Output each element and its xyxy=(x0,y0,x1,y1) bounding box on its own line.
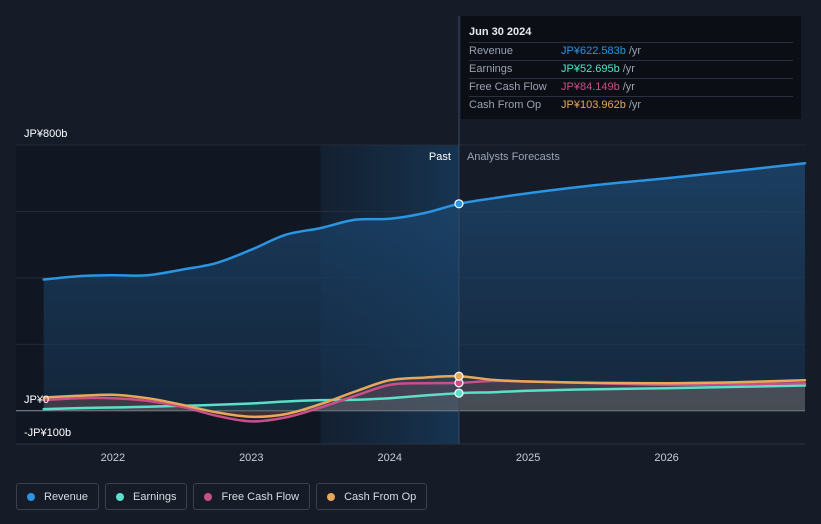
tooltip-row-value: JP¥84.149b xyxy=(561,81,620,93)
tooltip-row-label: Free Cash Flow xyxy=(469,81,547,93)
tooltip-row-value: JP¥52.695b xyxy=(561,63,620,75)
cash-from-op-marker xyxy=(454,371,464,381)
legend-item-revenue[interactable]: Revenue xyxy=(16,483,100,510)
tooltip-row-label: Cash From Op xyxy=(469,99,542,111)
legend-dot-icon xyxy=(204,492,213,501)
tooltip-row-unit: /yr xyxy=(628,99,642,111)
tooltip-row: Cash From Op JP¥103.962b/yr xyxy=(469,96,793,114)
legend-label: Revenue xyxy=(44,490,89,503)
earnings-marker xyxy=(454,388,464,398)
x-tick-label: 2026 xyxy=(654,452,678,464)
revenue-line xyxy=(42,162,807,281)
revenue-marker xyxy=(454,199,464,209)
tooltip-row-value: JP¥622.583b xyxy=(561,45,626,57)
legend-item-free-cash-flow[interactable]: Free Cash Flow xyxy=(193,483,311,510)
tooltip: Jun 30 2024 Revenue JP¥622.583b/yr Earning… xyxy=(461,16,801,119)
legend-label: Earnings xyxy=(133,490,177,503)
legend-label: Cash From Op xyxy=(344,490,417,503)
y-tick-label: JP¥800b xyxy=(24,128,67,140)
legend-item-earnings[interactable]: Earnings xyxy=(105,483,188,510)
tooltip-row-value: JP¥103.962b xyxy=(561,99,626,111)
x-tick-label: 2022 xyxy=(101,452,125,464)
tooltip-row-label: Revenue xyxy=(469,45,514,57)
tooltip-row: Earnings JP¥52.695b/yr xyxy=(469,60,793,78)
tooltip-row: Free Cash Flow JP¥84.149b/yr xyxy=(469,78,793,96)
legend-label: Free Cash Flow xyxy=(221,490,300,503)
y-tick-labels: JP¥800b JP¥0 -JP¥100b xyxy=(24,128,71,439)
free-cash-flow-area xyxy=(43,380,805,422)
x-tick-labels: 2022 2023 2024 2025 2026 xyxy=(101,452,679,464)
legend-dot-icon xyxy=(116,492,125,501)
tooltip-date: Jun 30 2024 xyxy=(469,26,532,38)
tooltip-row: Revenue JP¥622.583b/yr xyxy=(469,42,793,60)
x-tick-label: 2023 xyxy=(239,452,263,464)
series-areas xyxy=(43,163,805,422)
hover-markers xyxy=(454,199,464,398)
legend: Revenue Earnings Free Cash Flow Cash From O… xyxy=(16,483,428,510)
forecast-label: Analysts Forecasts xyxy=(467,151,560,163)
x-tick-label: 2025 xyxy=(516,452,540,464)
series-lines xyxy=(42,162,807,423)
tooltip-rows: Revenue JP¥622.583b/yr Earnings JP¥52.695b /… xyxy=(469,42,793,114)
cash-from-op-line xyxy=(42,374,807,419)
legend-dot-icon xyxy=(27,492,35,501)
legend-dot-icon xyxy=(327,492,336,501)
earnings-line xyxy=(42,384,807,411)
x-tick-label: 2024 xyxy=(377,452,401,464)
tooltip-row-unit: /yr xyxy=(628,45,642,57)
legend-item-cash-from-op[interactable]: Cash From Op xyxy=(316,483,428,510)
y-tick-label: -JP¥100b xyxy=(24,427,71,439)
revenue-area xyxy=(43,163,805,411)
y-tick-label: JP¥0 xyxy=(24,394,49,406)
tooltip-row-unit: /yr xyxy=(622,81,635,93)
tooltip-row-unit: /yr xyxy=(622,63,635,75)
past-label: Past xyxy=(429,151,451,163)
tooltip-row-label: Earnings xyxy=(469,63,513,75)
